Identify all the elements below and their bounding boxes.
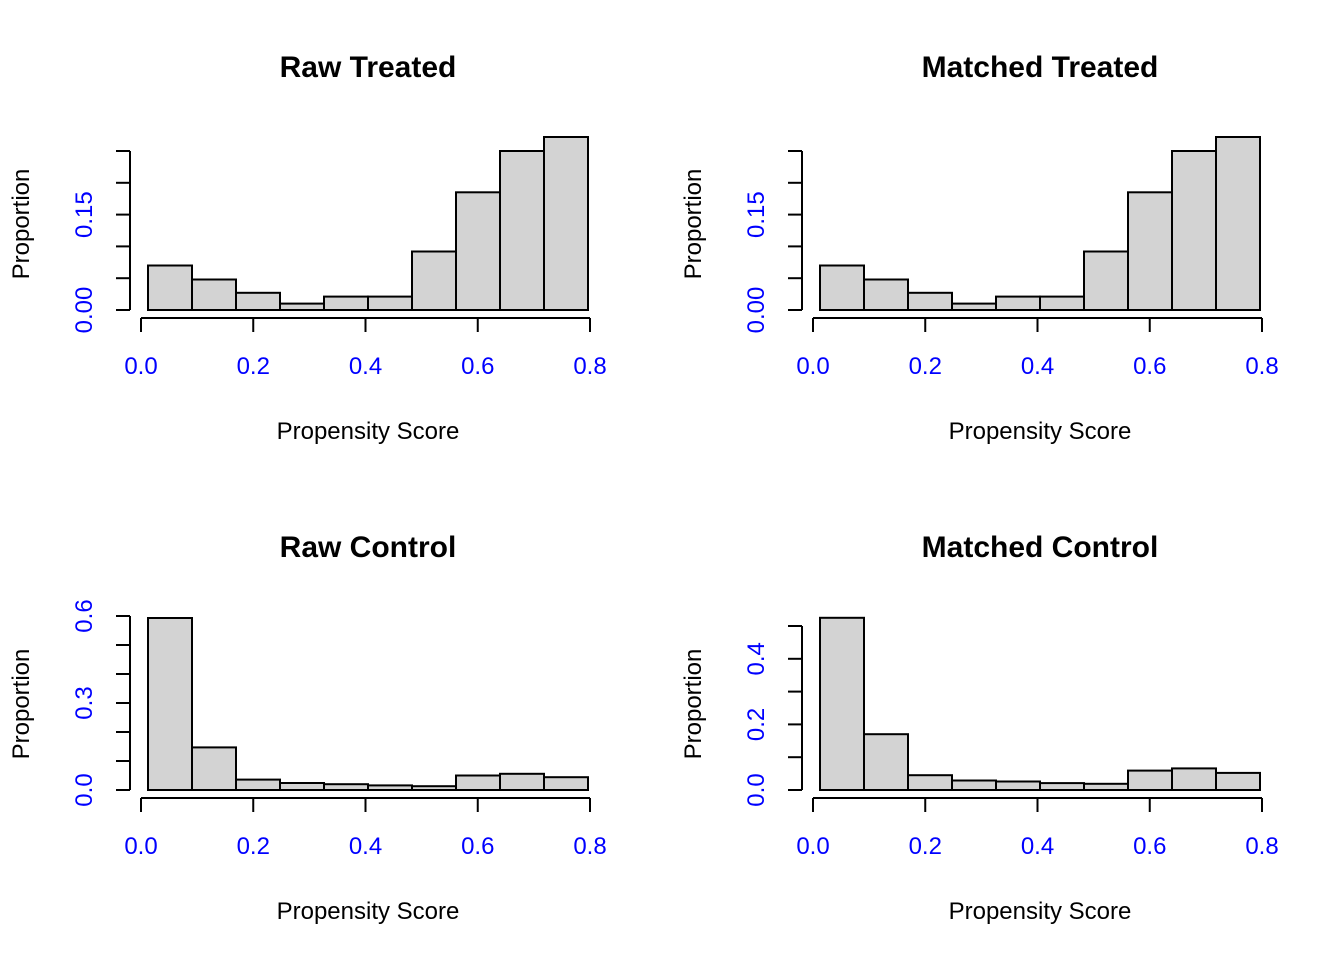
panel-title: Matched Treated <box>922 51 1159 84</box>
y-tick-label: 0.15 <box>743 191 770 238</box>
histogram-bar <box>995 295 1041 312</box>
x-tick-label: 0.2 <box>909 353 942 380</box>
histogram-bar <box>147 617 193 791</box>
histogram-bar <box>907 774 953 792</box>
histogram-bar <box>819 264 865 311</box>
panel-matched-treated: Matched Treated Propensity Score Proport… <box>680 51 1279 445</box>
y-tick-label: 0.4 <box>743 642 770 675</box>
histogram-bar <box>1127 191 1173 311</box>
histogram-bar <box>235 291 281 311</box>
x-axis: 0.0 0.2 0.4 0.6 0.8 <box>796 797 1279 860</box>
x-tick-label: 0.6 <box>1133 353 1166 380</box>
histogram-bar <box>1171 767 1217 792</box>
x-tick-label: 0.6 <box>461 833 494 860</box>
x-axis-label: Propensity Score <box>949 898 1132 925</box>
panel-title: Raw Treated <box>280 51 457 84</box>
x-tick-label: 0.8 <box>573 833 606 860</box>
y-tick-label: 0.0 <box>743 773 770 806</box>
histogram-bar <box>863 733 909 792</box>
x-tick-label: 0.4 <box>349 353 382 380</box>
y-axis-label: Proportion <box>8 649 35 760</box>
histogram-bar <box>367 784 413 792</box>
histogram-bar <box>863 278 909 311</box>
x-axis-label: Propensity Score <box>949 418 1132 445</box>
x-tick-label: 0.8 <box>573 353 606 380</box>
y-axis-label: Proportion <box>8 169 35 280</box>
y-tick-label: 0.00 <box>71 287 98 334</box>
y-axis-label: Proportion <box>680 649 707 760</box>
x-tick-label: 0.2 <box>237 353 270 380</box>
x-tick-label: 0.0 <box>796 353 829 380</box>
y-tick-label: 0.00 <box>743 287 770 334</box>
histogram-bar <box>1083 782 1129 791</box>
x-axis: 0.0 0.2 0.4 0.6 0.8 <box>124 317 607 380</box>
x-axis: 0.0 0.2 0.4 0.6 0.8 <box>796 317 1279 380</box>
histogram-bar <box>235 778 281 791</box>
histogram-bar <box>147 264 193 311</box>
y-axis: 0.00 0.15 <box>743 150 803 334</box>
panel-title: Matched Control <box>922 531 1159 564</box>
x-tick-label: 0.4 <box>349 833 382 860</box>
histogram-bar <box>411 785 457 792</box>
y-axis: 0.00 0.15 <box>71 150 131 334</box>
histogram-bar <box>951 302 997 312</box>
histogram-bar <box>279 302 325 312</box>
histogram-bar <box>191 278 237 311</box>
histogram-bar <box>1215 136 1261 311</box>
x-tick-label: 0.4 <box>1021 353 1054 380</box>
y-axis-label: Proportion <box>680 169 707 280</box>
y-axis: 0.0 0.3 0.6 <box>71 599 131 807</box>
histogram-bar <box>1039 782 1085 791</box>
histogram-bar <box>1127 769 1173 791</box>
bar-group <box>819 616 1261 792</box>
x-tick-label: 0.0 <box>124 833 157 860</box>
histogram-bar <box>367 295 413 312</box>
histogram-bar <box>499 150 545 311</box>
y-tick-label: 0.6 <box>71 599 98 632</box>
histogram-bar <box>995 780 1041 791</box>
x-tick-label: 0.2 <box>237 833 270 860</box>
x-tick-label: 0.8 <box>1245 833 1278 860</box>
x-tick-label: 0.6 <box>461 353 494 380</box>
x-tick-label: 0.4 <box>1021 833 1054 860</box>
histogram-bar <box>323 295 369 312</box>
panel-raw-treated: Raw Treated Propensity Score Proportion … <box>8 51 607 445</box>
y-tick-label: 0.0 <box>71 773 98 806</box>
x-tick-label: 0.0 <box>124 353 157 380</box>
x-axis-label: Propensity Score <box>277 418 460 445</box>
histogram-bar <box>543 136 589 311</box>
y-tick-label: 0.3 <box>71 686 98 719</box>
histogram-bar <box>323 783 369 792</box>
panel-raw-control: Raw Control Propensity Score Proportion … <box>8 531 607 925</box>
x-axis-label: Propensity Score <box>277 898 460 925</box>
x-tick-label: 0.8 <box>1245 353 1278 380</box>
histogram-bar <box>1215 771 1261 792</box>
x-tick-label: 0.2 <box>909 833 942 860</box>
histogram-bar <box>907 291 953 311</box>
y-tick-label: 0.2 <box>743 708 770 741</box>
bar-group <box>147 617 589 792</box>
bar-group <box>819 136 1261 312</box>
histogram-bar <box>1171 150 1217 311</box>
x-axis: 0.0 0.2 0.4 0.6 0.8 <box>124 797 607 860</box>
histogram-bar <box>191 746 237 792</box>
y-tick-label: 0.15 <box>71 191 98 238</box>
bar-group <box>147 136 589 312</box>
histogram-bar <box>1039 295 1085 312</box>
histogram-bar <box>543 776 589 792</box>
histogram-bar <box>411 250 457 311</box>
histogram-bar <box>455 191 501 311</box>
y-axis: 0.0 0.2 0.4 <box>743 625 803 807</box>
histogram-bar <box>951 779 997 791</box>
x-tick-label: 0.6 <box>1133 833 1166 860</box>
panel-title: Raw Control <box>280 531 457 564</box>
histogram-bar <box>819 616 865 791</box>
x-tick-label: 0.0 <box>796 833 829 860</box>
panel-matched-control: Matched Control Propensity Score Proport… <box>680 531 1279 925</box>
histogram-bar <box>499 772 545 791</box>
histogram-bar <box>279 782 325 791</box>
histogram-bar <box>455 774 501 791</box>
histogram-bar <box>1083 250 1129 311</box>
